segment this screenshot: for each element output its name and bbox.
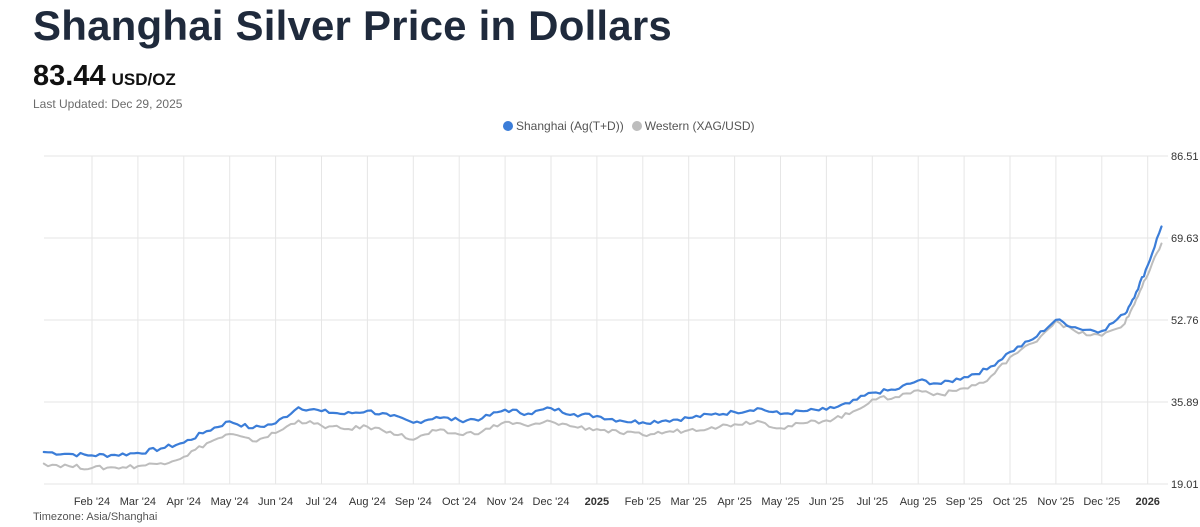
- x-tick-label: Aug '25: [900, 496, 937, 508]
- x-tick-label: Feb '25: [625, 496, 661, 508]
- last-updated-date: Dec 29, 2025: [111, 97, 183, 111]
- price-unit: USD/OZ: [111, 70, 176, 89]
- legend-dot-icon: [631, 121, 642, 131]
- x-tick-label: Jul '24: [306, 496, 337, 508]
- x-tick-label: Jun '24: [258, 496, 293, 508]
- x-tick-label: Sep '24: [395, 496, 432, 508]
- x-tick-label: May '24: [211, 496, 249, 508]
- x-tick-label: Aug '24: [349, 496, 386, 508]
- x-tick-label: Feb '24: [74, 496, 110, 508]
- y-tick-label: 86.51: [1171, 151, 1199, 163]
- legend-item-western[interactable]: Western (XAG/USD): [631, 119, 755, 133]
- x-tick-label: May '25: [761, 496, 799, 508]
- page-title: Shanghai Silver Price in Dollars: [33, 2, 672, 49]
- x-tick-label: Sep '25: [946, 496, 983, 508]
- timezone-note: Timezone: Asia/Shanghai: [33, 511, 158, 523]
- y-tick-label: 69.63: [1171, 233, 1199, 245]
- x-tick-label: Mar '24: [120, 496, 156, 508]
- x-tick-label: 2026: [1135, 496, 1159, 508]
- price-value: 83.44: [33, 60, 106, 92]
- legend-item-shanghai[interactable]: Shanghai (Ag(T+D)): [503, 119, 624, 133]
- x-tick-label: Dec '24: [533, 496, 570, 508]
- series-line-western: [42, 242, 1163, 471]
- x-tick-label: Mar '25: [671, 496, 707, 508]
- x-tick-label: Nov '25: [1037, 496, 1074, 508]
- x-tick-label: 2025: [585, 496, 609, 508]
- current-price: 83.44 USD/OZ: [33, 60, 176, 93]
- last-updated-label: Last Updated:: [33, 97, 108, 111]
- legend-dot-icon: [503, 121, 513, 131]
- x-tick-label: Jul '25: [857, 496, 888, 508]
- chart-legend: Shanghai (Ag(T+D)) Western (XAG/USD): [503, 119, 763, 133]
- last-updated: Last Updated: Dec 29, 2025: [33, 97, 182, 111]
- x-tick-label: Jun '25: [809, 496, 844, 508]
- y-tick-label: 52.76: [1171, 315, 1199, 327]
- y-tick-label: 35.89: [1171, 397, 1199, 409]
- x-tick-label: Nov '24: [487, 496, 524, 508]
- legend-label-western: Western (XAG/USD): [644, 119, 755, 133]
- x-tick-label: Dec '25: [1083, 496, 1120, 508]
- y-tick-label: 19.01: [1171, 479, 1199, 491]
- x-tick-label: Apr '24: [167, 496, 202, 508]
- x-tick-label: Oct '24: [442, 496, 477, 508]
- x-tick-label: Oct '25: [993, 496, 1028, 508]
- legend-label-shanghai: Shanghai (Ag(T+D)): [516, 119, 624, 133]
- series-line-shanghai: [42, 225, 1163, 458]
- x-tick-label: Apr '25: [717, 496, 752, 508]
